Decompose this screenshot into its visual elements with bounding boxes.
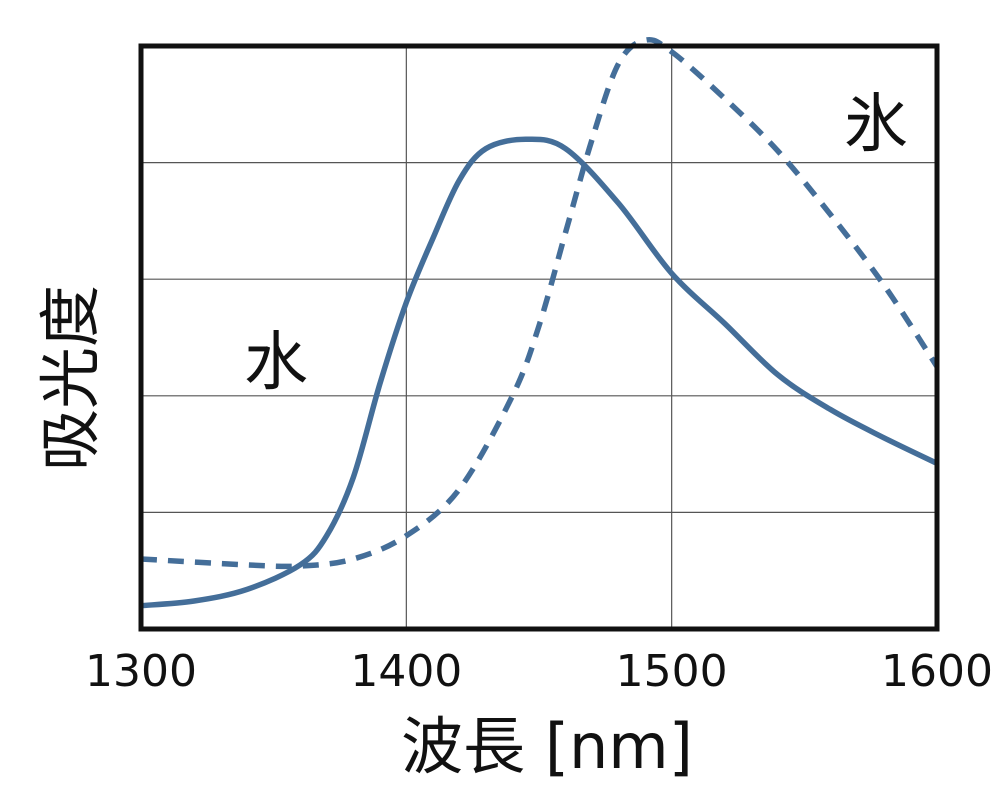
plot-frame bbox=[138, 43, 940, 632]
x-tick-label: 1600 bbox=[881, 646, 993, 697]
x-tick-label: 1500 bbox=[616, 646, 728, 697]
series-line-ice bbox=[140, 36, 940, 570]
x-tick-label: 1400 bbox=[350, 646, 462, 697]
series-label-ice: 氷 bbox=[844, 88, 908, 162]
y-axis-title: 吸光度 bbox=[34, 285, 107, 471]
x-tick-label: 1300 bbox=[85, 646, 197, 697]
x-tick-labels: 1300 1400 1500 1600 bbox=[85, 646, 993, 697]
series-line-water bbox=[140, 136, 939, 609]
series-label-water: 水 bbox=[244, 326, 308, 400]
series-group bbox=[140, 36, 940, 609]
grid bbox=[141, 46, 937, 629]
x-axis-title: 波長 [nm] bbox=[401, 710, 693, 783]
